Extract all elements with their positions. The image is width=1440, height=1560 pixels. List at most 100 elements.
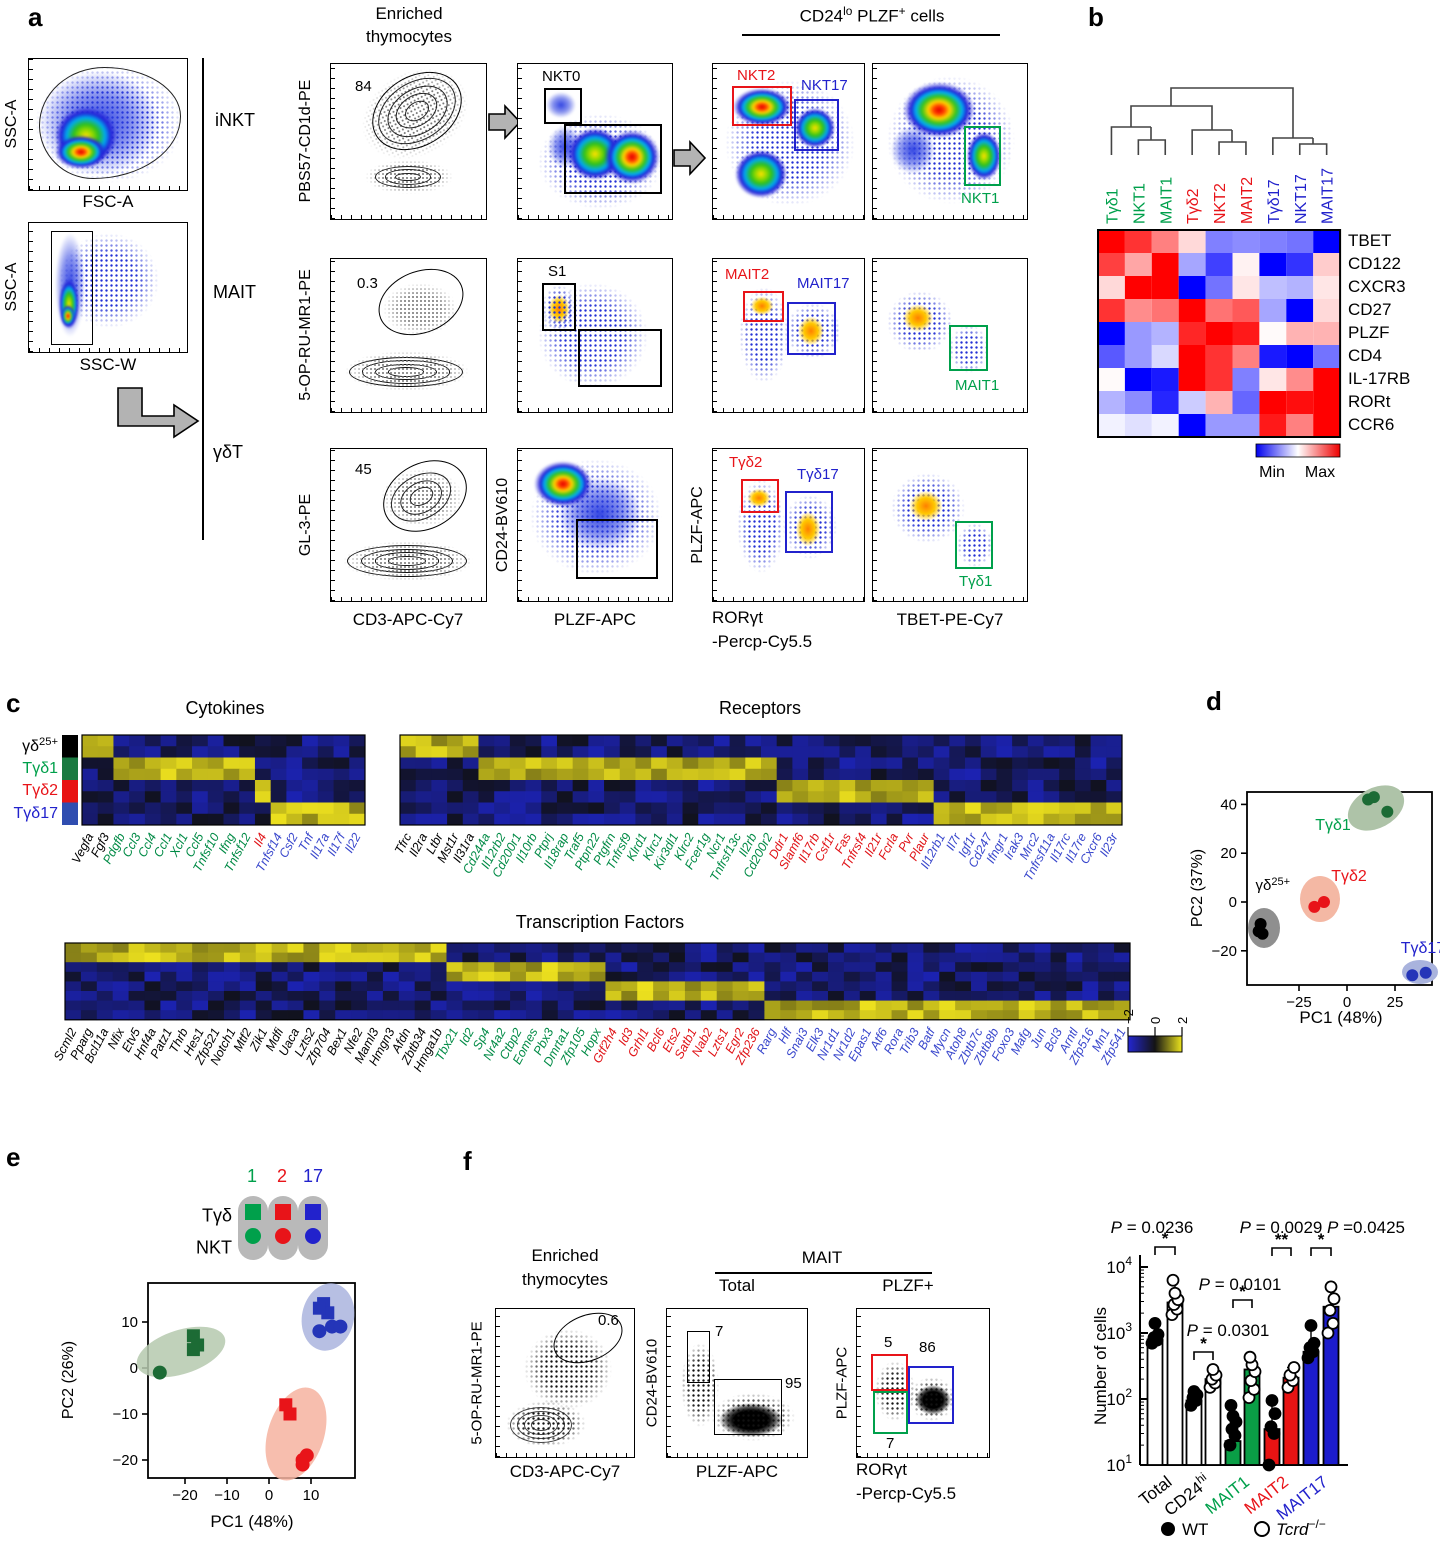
c-heatmap-cell bbox=[653, 943, 670, 953]
gate-NKT2 bbox=[732, 86, 792, 126]
c-heatmap-cell bbox=[287, 962, 304, 973]
c-heatmap-cell bbox=[907, 1000, 924, 1011]
c-heatmap-cell bbox=[1059, 813, 1076, 826]
c-heatmap-cell bbox=[621, 991, 638, 1001]
c-heatmap-cell bbox=[572, 791, 589, 803]
c-heatmap-cell bbox=[1114, 971, 1131, 982]
c-heatmap-cell bbox=[349, 813, 366, 826]
c-heatmap-cell bbox=[745, 780, 762, 792]
gene-label: Patz1 bbox=[148, 1026, 175, 1061]
c-heatmap-cell bbox=[748, 1010, 765, 1021]
gene-label: Il17rc bbox=[1047, 830, 1074, 864]
c-heatmap-cell bbox=[1002, 943, 1020, 953]
c-heatmap-cell bbox=[207, 735, 224, 747]
d-point-gd25 bbox=[1252, 925, 1265, 938]
dot-speckle bbox=[524, 1329, 612, 1409]
dot-speckle bbox=[345, 351, 469, 391]
c-heatmap-cell bbox=[621, 1000, 638, 1011]
c-heatmap-cell bbox=[1018, 952, 1036, 963]
c-heatmap-cell bbox=[933, 746, 950, 758]
c-heatmap-cell bbox=[875, 1000, 892, 1011]
c-heatmap-cell bbox=[637, 1010, 654, 1021]
b-heatmap-cell bbox=[1232, 276, 1260, 299]
c-heatmap-cell bbox=[129, 813, 146, 826]
c-heatmap-cell bbox=[494, 757, 511, 770]
c-heatmap-cell bbox=[939, 981, 956, 992]
panel-a-label: a bbox=[28, 2, 43, 32]
gene-label: Zik1 bbox=[246, 1026, 270, 1054]
b-heatmap-border bbox=[1097, 229, 1342, 438]
density-blob bbox=[903, 485, 949, 527]
c-heatmap-cell bbox=[556, 757, 574, 770]
c-heatmap-cell bbox=[891, 981, 908, 992]
c-heatmap-cell bbox=[589, 962, 606, 973]
c-heatmap-cell bbox=[886, 802, 903, 815]
sig-bracket bbox=[1154, 1246, 1176, 1255]
c-heatmap-cell bbox=[192, 952, 209, 963]
c-heatmap-cell bbox=[556, 802, 574, 815]
b-heatmap-cell bbox=[1286, 345, 1314, 368]
p-value: P = 0.0236 bbox=[1111, 1218, 1194, 1237]
c-heatmap-cell bbox=[113, 757, 130, 770]
c-heatmap-cell bbox=[713, 791, 731, 803]
c-heatmap-cell bbox=[447, 780, 464, 792]
c-heatmap-cell bbox=[270, 757, 287, 770]
c-heatmap-cell bbox=[713, 757, 731, 770]
c-heatmap-cell bbox=[286, 813, 303, 826]
c-heatmap-cell bbox=[589, 991, 606, 1001]
c-heatmap-cell bbox=[812, 971, 829, 982]
c-heatmap-cell bbox=[891, 1010, 908, 1021]
gene-label: Mtf2 bbox=[231, 1026, 255, 1054]
gene-label: Mrc2 bbox=[1017, 831, 1042, 862]
c-heatmap-cell bbox=[780, 962, 797, 973]
bar-ko-3 bbox=[1282, 1376, 1300, 1466]
c-heatmap-cell bbox=[286, 791, 303, 803]
rorgt-axis-label-line1: RORγt bbox=[712, 608, 763, 627]
c-heatmap-cell bbox=[176, 962, 193, 973]
c-heatmap-cell bbox=[684, 943, 702, 953]
tspan-shape: γδ bbox=[1255, 877, 1271, 894]
c-heatmap-cell bbox=[128, 962, 145, 973]
d-cluster-ellipse-tgd17 bbox=[1402, 960, 1438, 984]
c-heatmap-cell bbox=[541, 971, 559, 982]
c-heatmap-cell bbox=[128, 952, 145, 963]
cytokines-title: Cytokines bbox=[185, 698, 265, 718]
c-heatmap-cell bbox=[923, 952, 940, 963]
c-heatmap-cell bbox=[1043, 757, 1060, 770]
c-heatmap-cell bbox=[621, 962, 638, 973]
b-heatmap-cell bbox=[1205, 414, 1233, 437]
c-heatmap-cell bbox=[823, 746, 840, 758]
b-heatmap-cell bbox=[1286, 322, 1314, 345]
gate-Tγδ17 bbox=[785, 491, 833, 553]
tspan-shape: 2 bbox=[1125, 1386, 1132, 1400]
gate-label: Tγδ17 bbox=[797, 466, 839, 483]
f-rorgt-axis-label-line2: -Percp-Cy5.5 bbox=[856, 1484, 957, 1503]
c-heatmap-cell bbox=[1050, 971, 1067, 982]
gene-label: Pvr bbox=[896, 830, 918, 854]
c-heatmap-cell bbox=[891, 952, 908, 963]
c-heatmap-cell bbox=[414, 1000, 431, 1011]
c-heatmap-cell bbox=[144, 746, 162, 758]
c-heatmap-cell bbox=[700, 1010, 718, 1021]
c-heatmap-cell bbox=[192, 943, 209, 953]
b-heatmap-cell bbox=[1178, 276, 1206, 299]
c-heatmap-cell bbox=[796, 962, 813, 973]
p-value: P = 0.0029 bbox=[1240, 1218, 1323, 1237]
c-heatmap-cell bbox=[349, 768, 366, 781]
c-heatmap-cell bbox=[1027, 768, 1044, 781]
c-heatmap-cell bbox=[556, 791, 574, 803]
density-blob bbox=[61, 305, 75, 327]
c-heatmap-cell bbox=[965, 780, 982, 792]
ssc-a-axis-label-1: SSC-A bbox=[3, 99, 20, 149]
gene-label: Ifngr1 bbox=[983, 831, 1010, 866]
c-heatmap-cell bbox=[933, 735, 950, 747]
c-heatmap-cell bbox=[907, 943, 924, 953]
e-ytick: 0 bbox=[130, 1360, 138, 1377]
wt-dot bbox=[1184, 1398, 1198, 1412]
c-heatmap-cell bbox=[698, 757, 715, 770]
c-heatmap-cell bbox=[604, 735, 621, 747]
c-heatmap-cell bbox=[333, 780, 350, 792]
c-heatmap-cell bbox=[635, 757, 652, 770]
c-heatmap-cell bbox=[128, 1000, 145, 1011]
c-heatmap-cell bbox=[637, 971, 654, 982]
